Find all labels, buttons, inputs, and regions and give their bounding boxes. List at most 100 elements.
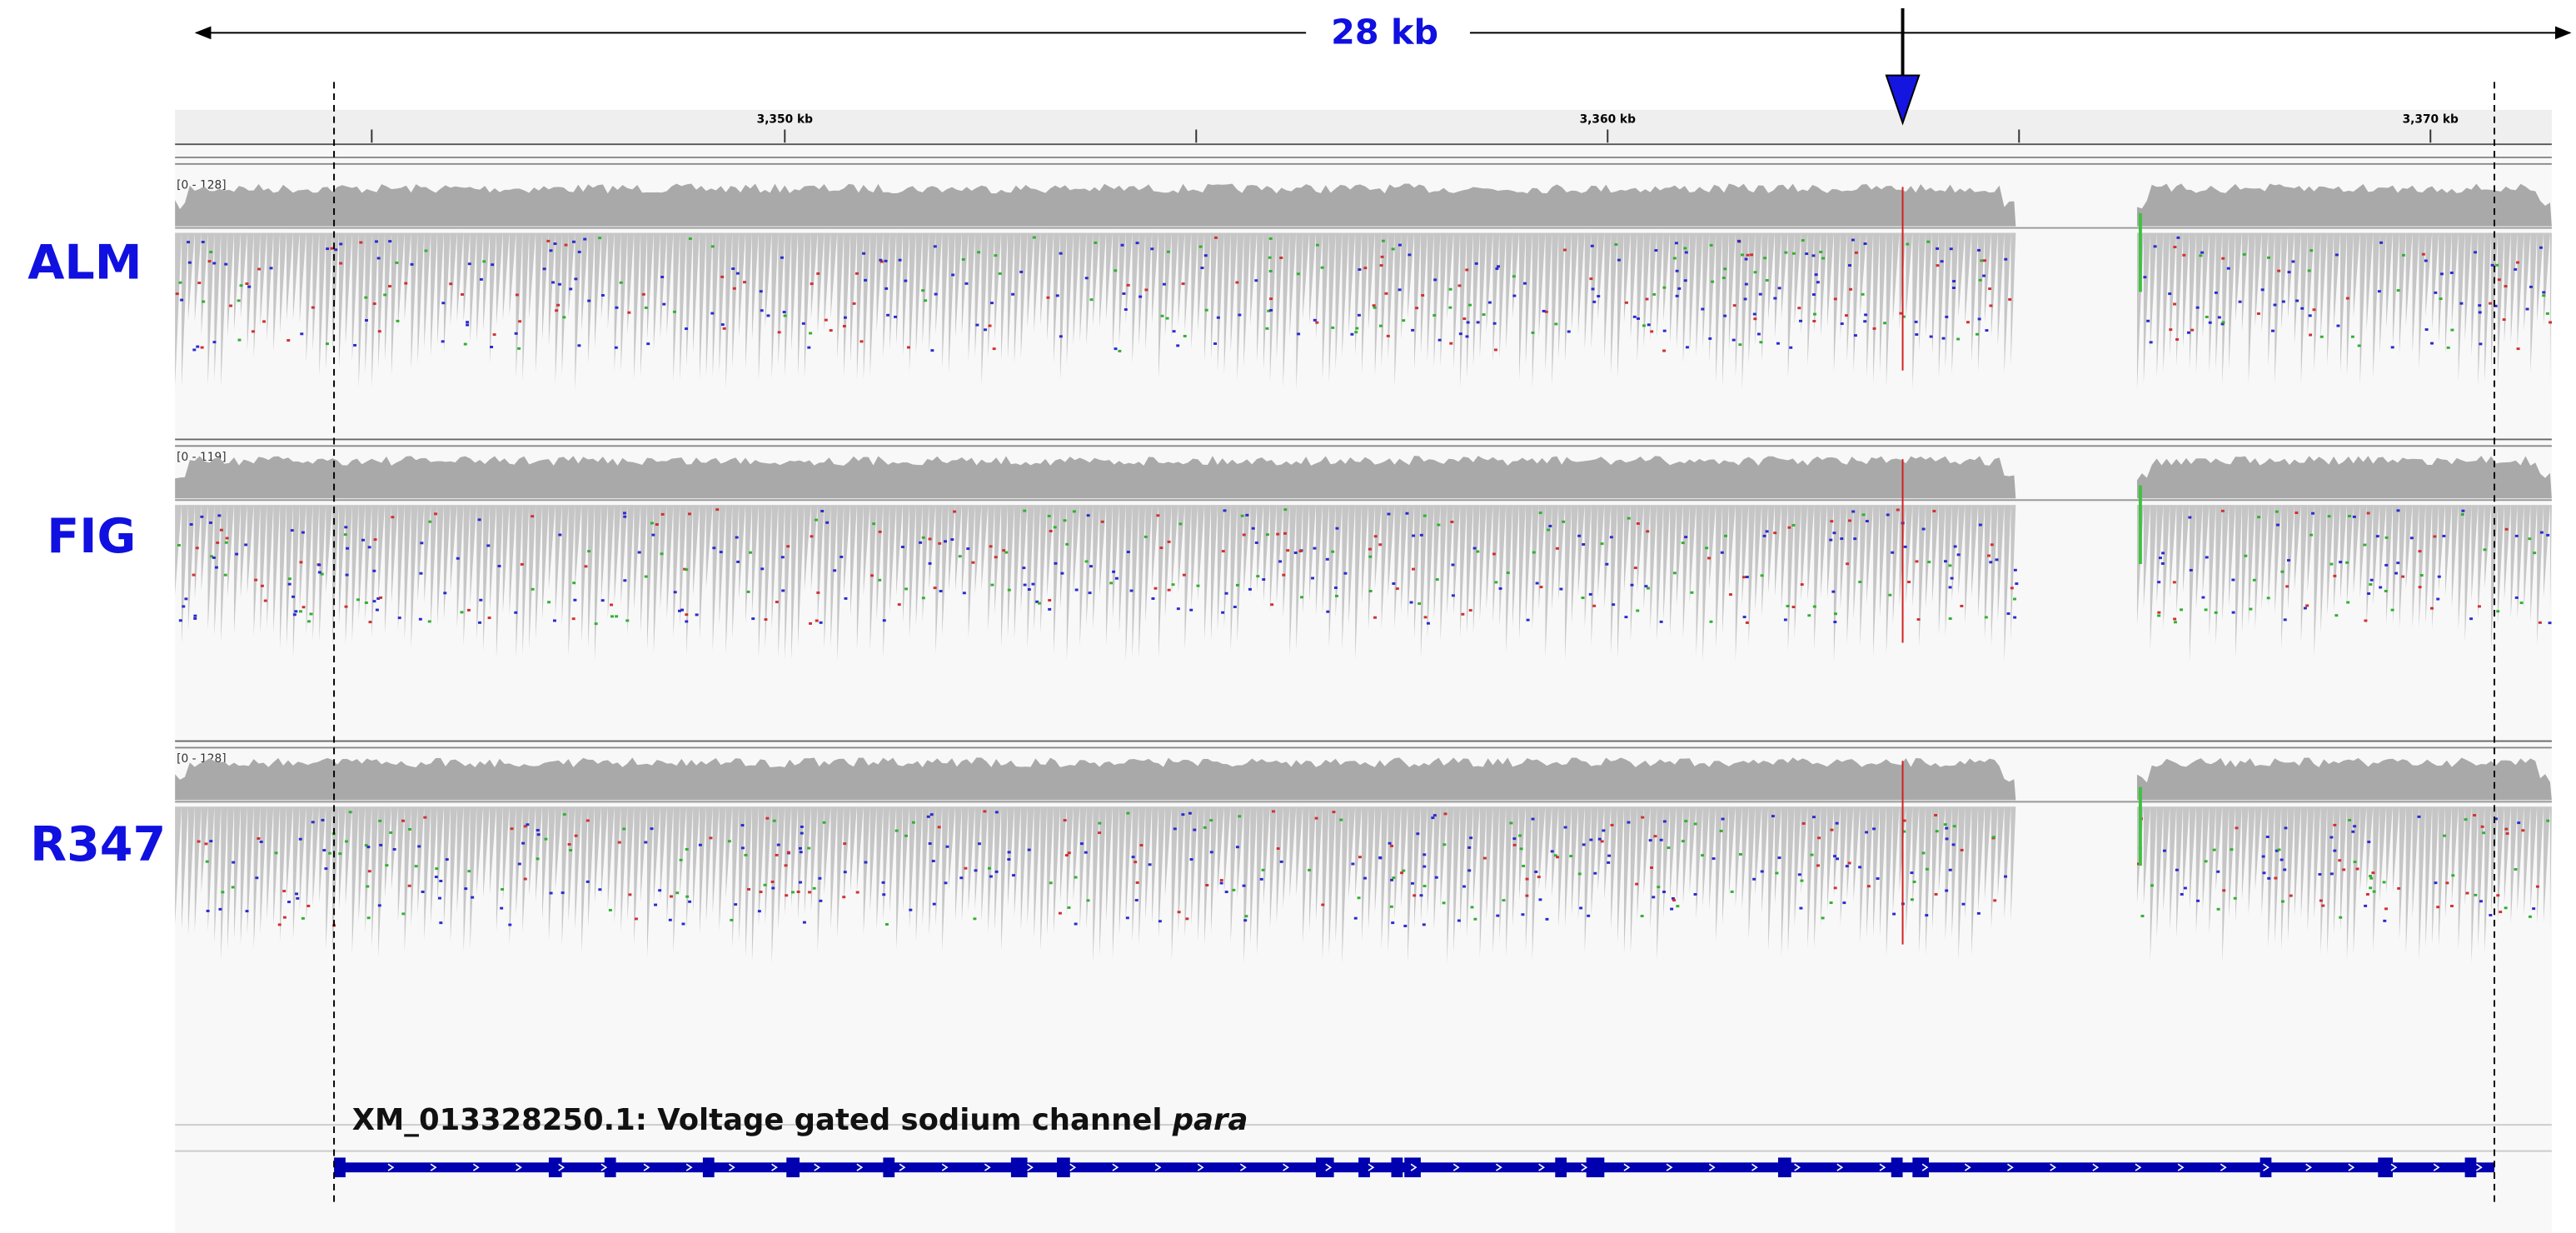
mismatch bbox=[911, 821, 915, 824]
mismatch bbox=[311, 821, 315, 824]
mismatch bbox=[1902, 830, 1906, 833]
mismatch bbox=[1512, 843, 1517, 846]
mismatch bbox=[962, 592, 966, 595]
mismatch bbox=[2366, 512, 2370, 515]
mismatch bbox=[552, 619, 556, 622]
mismatch bbox=[930, 349, 934, 352]
mismatch bbox=[2529, 285, 2533, 288]
mismatch bbox=[1985, 329, 1989, 332]
mismatch bbox=[808, 891, 812, 894]
mismatch bbox=[544, 837, 548, 841]
mismatch bbox=[1512, 837, 1517, 841]
mismatch bbox=[1648, 839, 1652, 842]
mismatch bbox=[990, 302, 994, 305]
mismatch bbox=[2242, 252, 2246, 256]
mismatch bbox=[1814, 273, 1818, 277]
strand-arrow bbox=[771, 1163, 778, 1171]
mismatch bbox=[790, 891, 795, 894]
mismatch bbox=[1114, 577, 1119, 580]
mismatch bbox=[2379, 586, 2383, 589]
mismatch bbox=[373, 538, 377, 542]
mismatch bbox=[650, 522, 654, 525]
mismatch bbox=[1932, 510, 1936, 512]
mismatch bbox=[239, 284, 243, 287]
mismatch bbox=[2517, 821, 2521, 825]
mismatch bbox=[2549, 321, 2553, 324]
gene-exon bbox=[548, 1157, 562, 1178]
mismatch bbox=[383, 293, 387, 297]
mismatch bbox=[1816, 864, 1820, 867]
mismatch bbox=[1684, 536, 1688, 539]
mismatch bbox=[1378, 856, 1383, 859]
mismatch bbox=[759, 290, 763, 293]
mismatch bbox=[359, 241, 363, 244]
gene-exon bbox=[1891, 1157, 1903, 1178]
mismatch bbox=[1403, 924, 1408, 927]
mismatch bbox=[2545, 312, 2549, 315]
ruler-tick-label: 3,350 kb bbox=[757, 113, 813, 127]
mismatch bbox=[675, 891, 680, 895]
mismatch bbox=[1810, 853, 1814, 856]
mismatch bbox=[2318, 872, 2322, 876]
mismatch bbox=[295, 892, 299, 896]
mismatch bbox=[345, 573, 349, 577]
mismatch bbox=[1126, 551, 1130, 554]
mismatch bbox=[1448, 306, 1452, 309]
mismatch bbox=[515, 293, 519, 297]
mismatch bbox=[1777, 287, 1781, 290]
mismatch bbox=[1712, 857, 1716, 861]
mismatch bbox=[695, 613, 699, 616]
mismatch bbox=[906, 346, 910, 349]
mismatch bbox=[644, 575, 648, 578]
mismatch bbox=[644, 841, 648, 844]
mismatch bbox=[600, 599, 605, 602]
mismatch bbox=[479, 598, 483, 602]
mismatch bbox=[1833, 297, 1837, 301]
mismatch bbox=[1888, 593, 1892, 597]
mismatch bbox=[251, 330, 255, 333]
mismatch bbox=[1089, 298, 1094, 302]
mismatch bbox=[583, 237, 587, 241]
mismatch bbox=[1799, 319, 1802, 322]
mismatch bbox=[1592, 300, 1597, 303]
mismatch bbox=[1672, 572, 1677, 575]
mismatch bbox=[1031, 582, 1035, 586]
mismatch bbox=[740, 824, 745, 827]
mismatch bbox=[1023, 583, 1027, 587]
strand-arrow bbox=[2135, 1163, 2142, 1171]
mismatch bbox=[1723, 267, 1727, 271]
gene-label: XM_013328250.1: Voltage gated sodium cha… bbox=[352, 1103, 1248, 1137]
mismatch bbox=[2372, 890, 2376, 893]
mismatch bbox=[1854, 251, 1858, 254]
mismatch bbox=[727, 840, 731, 843]
mismatch bbox=[2369, 886, 2373, 890]
mismatch bbox=[2449, 905, 2454, 908]
mismatch bbox=[1950, 577, 1954, 580]
strand-arrow bbox=[685, 1163, 693, 1171]
mismatch bbox=[1811, 254, 1816, 257]
mismatch bbox=[929, 813, 934, 816]
mismatch bbox=[736, 560, 740, 563]
mismatch bbox=[627, 311, 631, 314]
mismatch bbox=[2459, 302, 2464, 305]
mismatch bbox=[1636, 522, 1640, 525]
mismatch bbox=[375, 608, 379, 612]
mismatch bbox=[1662, 820, 1667, 823]
mismatch bbox=[2505, 832, 2509, 836]
mismatch bbox=[683, 567, 687, 571]
mismatch bbox=[2267, 876, 2271, 880]
mismatch bbox=[1160, 314, 1164, 317]
strand-arrow bbox=[1836, 1163, 1844, 1171]
mismatch bbox=[245, 282, 249, 286]
mismatch bbox=[818, 876, 822, 880]
mismatch bbox=[2464, 818, 2468, 821]
mismatch bbox=[1462, 317, 1467, 321]
mismatch bbox=[376, 597, 381, 600]
gene-exon bbox=[883, 1157, 895, 1178]
mismatch bbox=[421, 891, 425, 893]
mismatch bbox=[1522, 865, 1526, 867]
mismatch bbox=[1315, 243, 1319, 247]
mismatch bbox=[950, 538, 954, 542]
mismatch bbox=[2287, 271, 2291, 274]
mismatch bbox=[392, 848, 396, 851]
